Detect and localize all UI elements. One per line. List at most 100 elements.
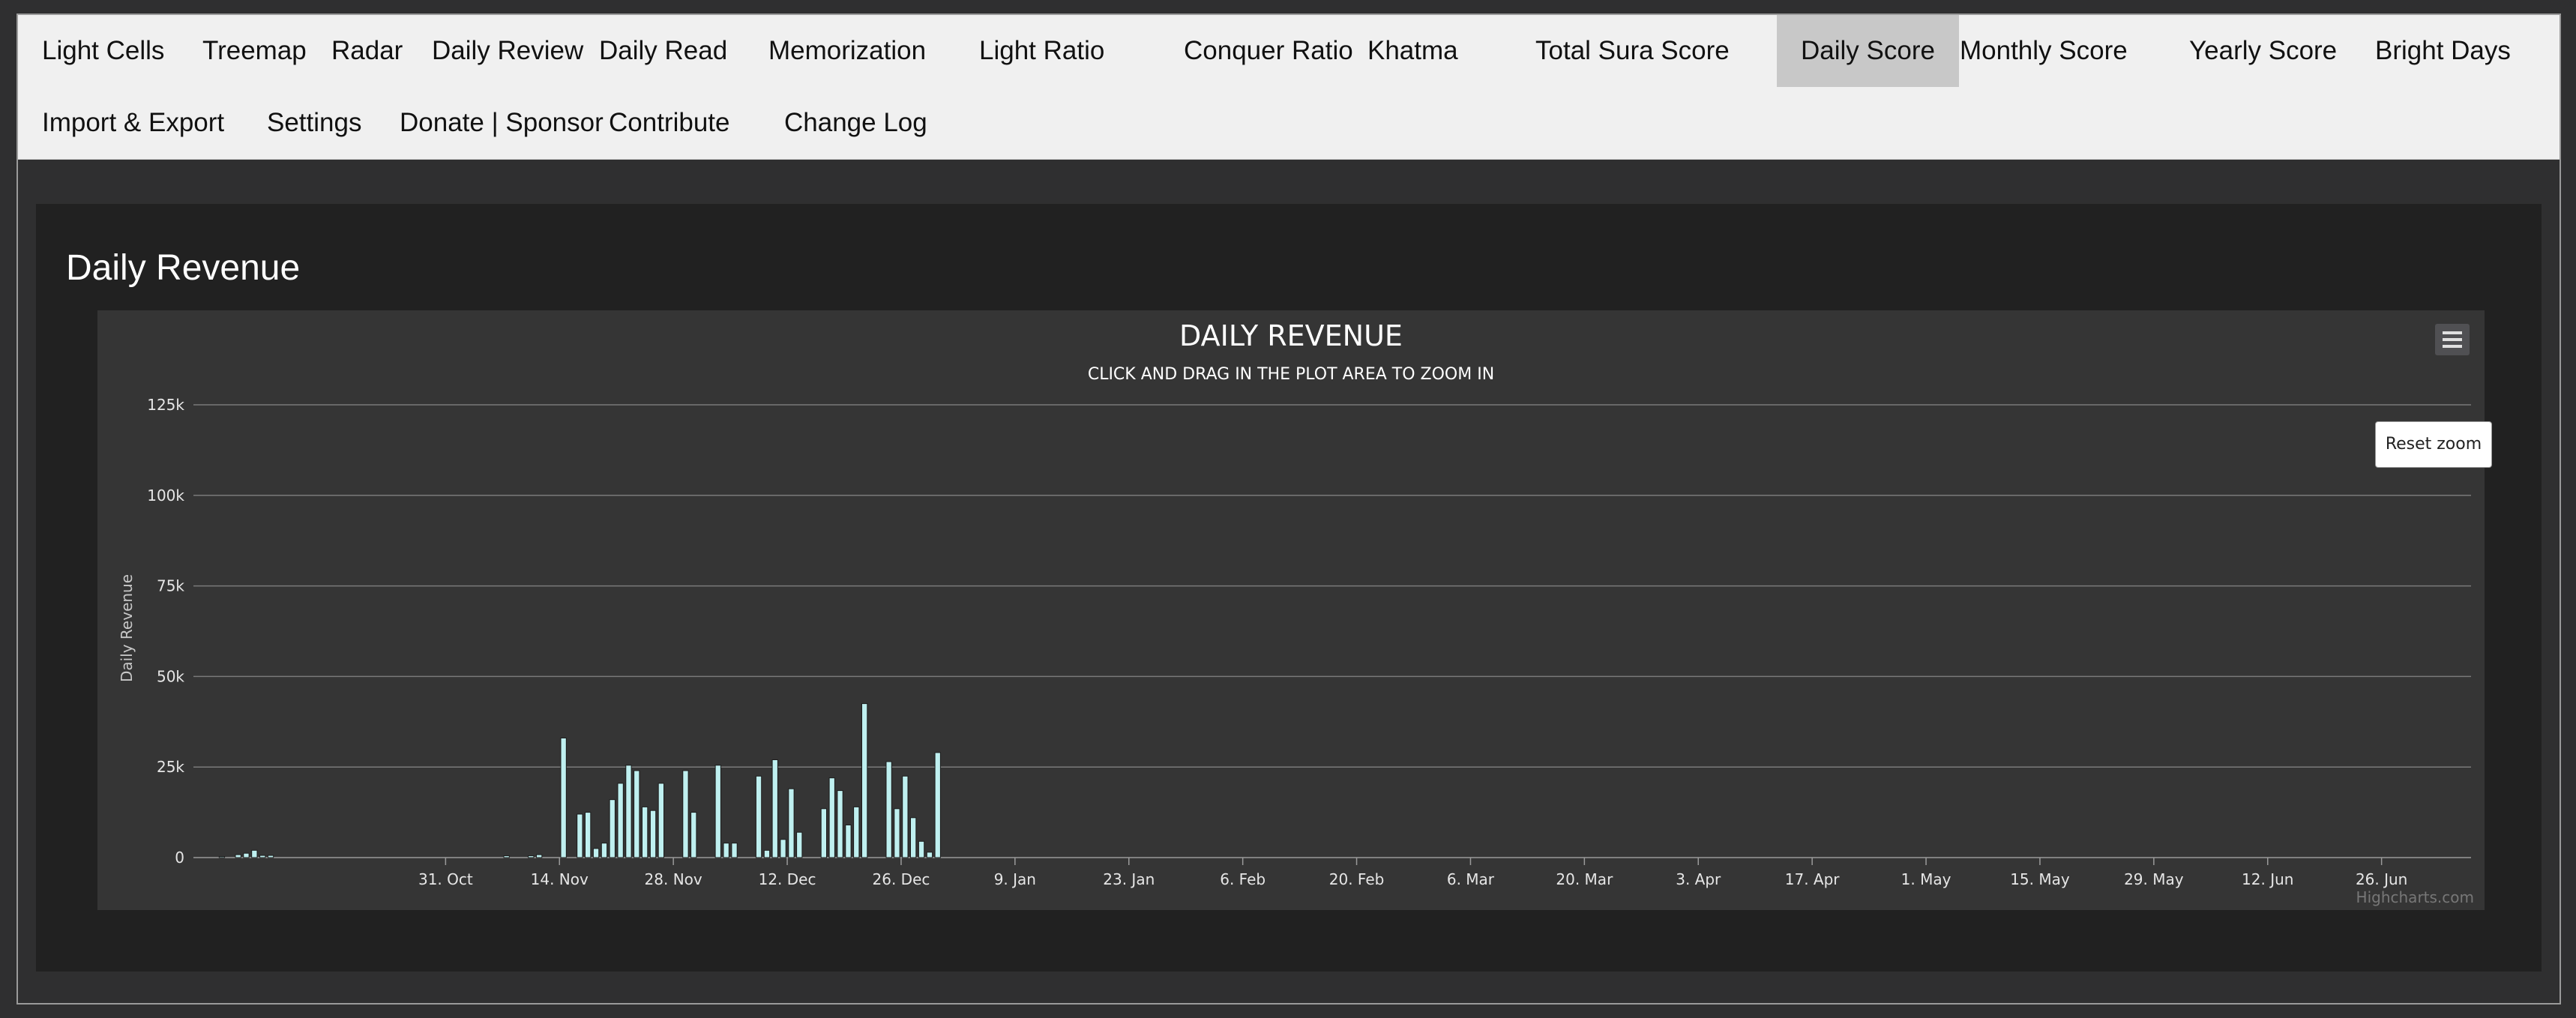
revenue-bar[interactable]: [657, 783, 665, 858]
revenue-bar[interactable]: [585, 812, 592, 858]
plot-background: [97, 310, 2485, 910]
nav-item-light-ratio[interactable]: Light Ratio: [979, 36, 1105, 65]
revenue-bar[interactable]: [592, 848, 600, 858]
revenue-bar[interactable]: [609, 799, 616, 858]
revenue-bar[interactable]: [714, 765, 721, 858]
revenue-bar[interactable]: [625, 765, 632, 858]
nav-item-daily-review[interactable]: Daily Review: [432, 36, 584, 65]
revenue-bar[interactable]: [682, 770, 689, 858]
nav-item-daily-read[interactable]: Daily Read: [599, 36, 728, 65]
nav-item-memorization[interactable]: Memorization: [768, 36, 927, 65]
nav-item-light-cells[interactable]: Light Cells: [42, 36, 165, 65]
revenue-bar[interactable]: [536, 854, 543, 858]
chart-canvas[interactable]: 0 25k 50k 75k 100k 125k 31. Oct 14. Nov 28. Nov…: [97, 310, 2485, 910]
revenue-bar[interactable]: [528, 855, 535, 858]
revenue-bar[interactable]: [796, 831, 803, 858]
x-axis-ticks: 31. Oct 14. Nov 28. Nov 12. Dec 26. Dec 9. Ja…: [418, 858, 2407, 888]
nav-item-khatma[interactable]: Khatma: [1367, 36, 1458, 65]
revenue-bar[interactable]: [560, 738, 567, 858]
nav-item-daily-score[interactable]: Daily Score: [1777, 15, 1959, 87]
nav-item-import-export[interactable]: Import & Export: [42, 108, 225, 137]
nav-item-yearly-score[interactable]: Yearly Score: [2189, 36, 2338, 65]
revenue-bar[interactable]: [926, 852, 933, 858]
x-tick-label: 6. Feb: [1220, 870, 1266, 888]
revenue-bar[interactable]: [649, 810, 657, 858]
x-tick-label: 26. Dec: [873, 870, 930, 888]
nav-item-change-log[interactable]: Change Log: [784, 108, 927, 137]
nav-item-donate-sponsor[interactable]: Donate | Sponsor: [400, 108, 604, 137]
nav-item-monthly-score[interactable]: Monthly Score: [1960, 36, 2128, 65]
revenue-bar[interactable]: [235, 854, 241, 858]
y-axis-ticks: 0 25k 50k 75k 100k 125k: [147, 396, 184, 867]
chart-title: DAILY REVENUE: [1179, 319, 1403, 352]
daily-revenue-chart[interactable]: 0 25k 50k 75k 100k 125k 31. Oct 14. Nov 28. Nov…: [97, 310, 2492, 910]
x-tick-label: 20. Feb: [1329, 870, 1385, 888]
y-tick-label: 100k: [147, 487, 184, 505]
nav-item-settings[interactable]: Settings: [267, 108, 362, 137]
revenue-bar[interactable]: [837, 790, 843, 858]
revenue-bar[interactable]: [259, 855, 266, 858]
revenue-bar[interactable]: [267, 855, 274, 858]
revenue-bar[interactable]: [251, 849, 258, 858]
revenue-bar[interactable]: [934, 752, 941, 858]
revenue-bar[interactable]: [894, 808, 900, 858]
revenue-bar[interactable]: [780, 839, 786, 858]
x-tick-label: 29. May: [2124, 870, 2184, 888]
reset-zoom-button[interactable]: Reset zoom: [2375, 421, 2492, 468]
revenue-bar[interactable]: [828, 777, 835, 858]
revenue-bar[interactable]: [820, 808, 828, 858]
x-tick-label: 17. Apr: [1785, 870, 1841, 888]
page-title: Daily Revenue: [66, 248, 301, 288]
revenue-bar[interactable]: [918, 840, 925, 858]
revenue-bar[interactable]: [617, 783, 624, 858]
revenue-bar[interactable]: [218, 856, 226, 858]
y-tick-label: 75k: [157, 577, 184, 595]
nav-item-conquer-ratio[interactable]: Conquer Ratio: [1184, 36, 1353, 65]
revenue-bar[interactable]: [885, 761, 892, 858]
grid-lines: [193, 404, 2471, 858]
revenue-bar[interactable]: [755, 775, 762, 858]
x-tick-label: 6. Mar: [1447, 870, 1495, 888]
revenue-bar[interactable]: [845, 825, 852, 858]
x-tick-label: 15. May: [2010, 870, 2070, 888]
revenue-bar[interactable]: [902, 775, 909, 858]
top-navigation: Light Cells Treemap Radar Daily Review Daily…: [18, 15, 2560, 160]
revenue-bar[interactable]: [723, 843, 729, 858]
nav-item-radar[interactable]: Radar: [331, 36, 403, 65]
nav-item-total-sura-score[interactable]: Total Sura Score: [1535, 36, 1730, 65]
revenue-bar[interactable]: [788, 788, 795, 858]
x-tick-label: 28. Nov: [645, 870, 702, 888]
nav-item-contribute[interactable]: Contribute: [609, 108, 730, 137]
x-tick-label: 9. Jan: [994, 870, 1036, 888]
revenue-bar[interactable]: [910, 817, 917, 858]
revenue-bar[interactable]: [503, 855, 510, 858]
revenue-bar[interactable]: [243, 852, 250, 858]
revenue-bar[interactable]: [601, 843, 608, 858]
revenue-bar[interactable]: [771, 759, 778, 858]
revenue-bar[interactable]: [763, 849, 771, 858]
nav-item-bright-days[interactable]: Bright Days: [2375, 36, 2511, 65]
y-tick-label: 25k: [157, 758, 184, 776]
chart-credits[interactable]: Highcharts.com: [2356, 888, 2474, 906]
app-frame: Light Cells Treemap Radar Daily Review Daily…: [16, 13, 2561, 1005]
y-axis-label: Daily Revenue: [118, 574, 136, 682]
revenue-bar[interactable]: [853, 806, 860, 858]
chart-menu-icon[interactable]: [2435, 324, 2470, 355]
x-tick-label: 12. Jun: [2242, 870, 2293, 888]
x-tick-label: 3. Apr: [1676, 870, 1721, 888]
revenue-bar[interactable]: [731, 843, 738, 858]
y-tick-label: 0: [175, 849, 184, 867]
revenue-bar[interactable]: [690, 812, 697, 858]
x-tick-label: 31. Oct: [418, 870, 473, 888]
x-tick-label: 23. Jan: [1103, 870, 1155, 888]
x-tick-label: 20. Mar: [1556, 870, 1613, 888]
revenue-bar[interactable]: [642, 806, 648, 858]
revenue-bar[interactable]: [577, 813, 583, 858]
y-tick-label: 125k: [147, 396, 184, 414]
revenue-bar[interactable]: [634, 770, 640, 858]
x-tick-label: 12. Dec: [759, 870, 816, 888]
nav-item-treemap[interactable]: Treemap: [202, 36, 307, 65]
bar-series[interactable]: [218, 703, 941, 858]
chart-subtitle: CLICK AND DRAG IN THE PLOT AREA TO ZOOM …: [1088, 365, 1494, 384]
revenue-bar[interactable]: [861, 703, 868, 858]
